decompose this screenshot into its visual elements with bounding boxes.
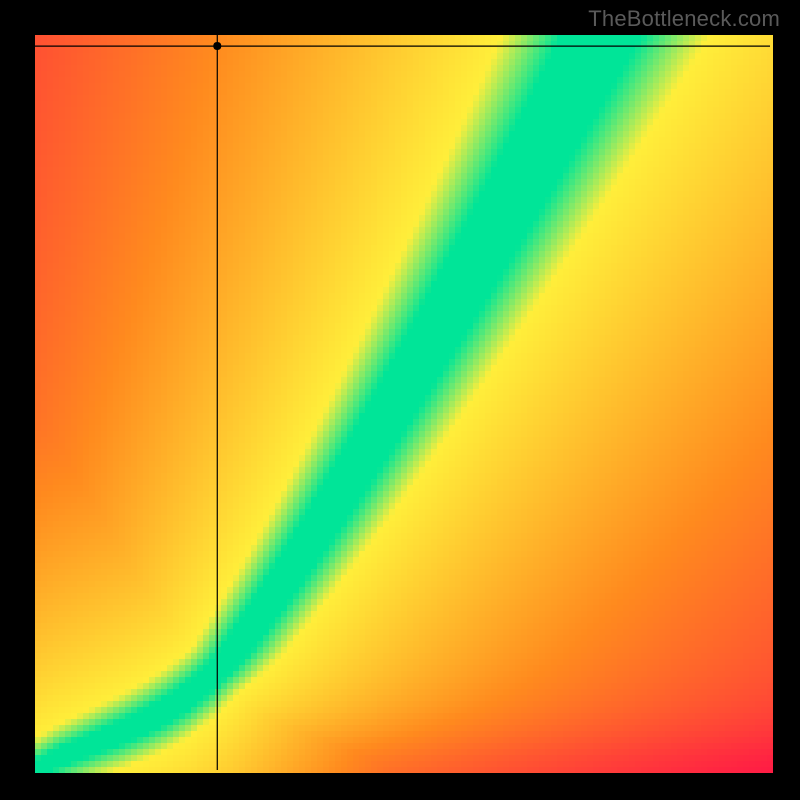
chart-container: TheBottleneck.com <box>0 0 800 800</box>
watermark-text: TheBottleneck.com <box>588 6 780 32</box>
bottleneck-heatmap <box>0 0 800 800</box>
